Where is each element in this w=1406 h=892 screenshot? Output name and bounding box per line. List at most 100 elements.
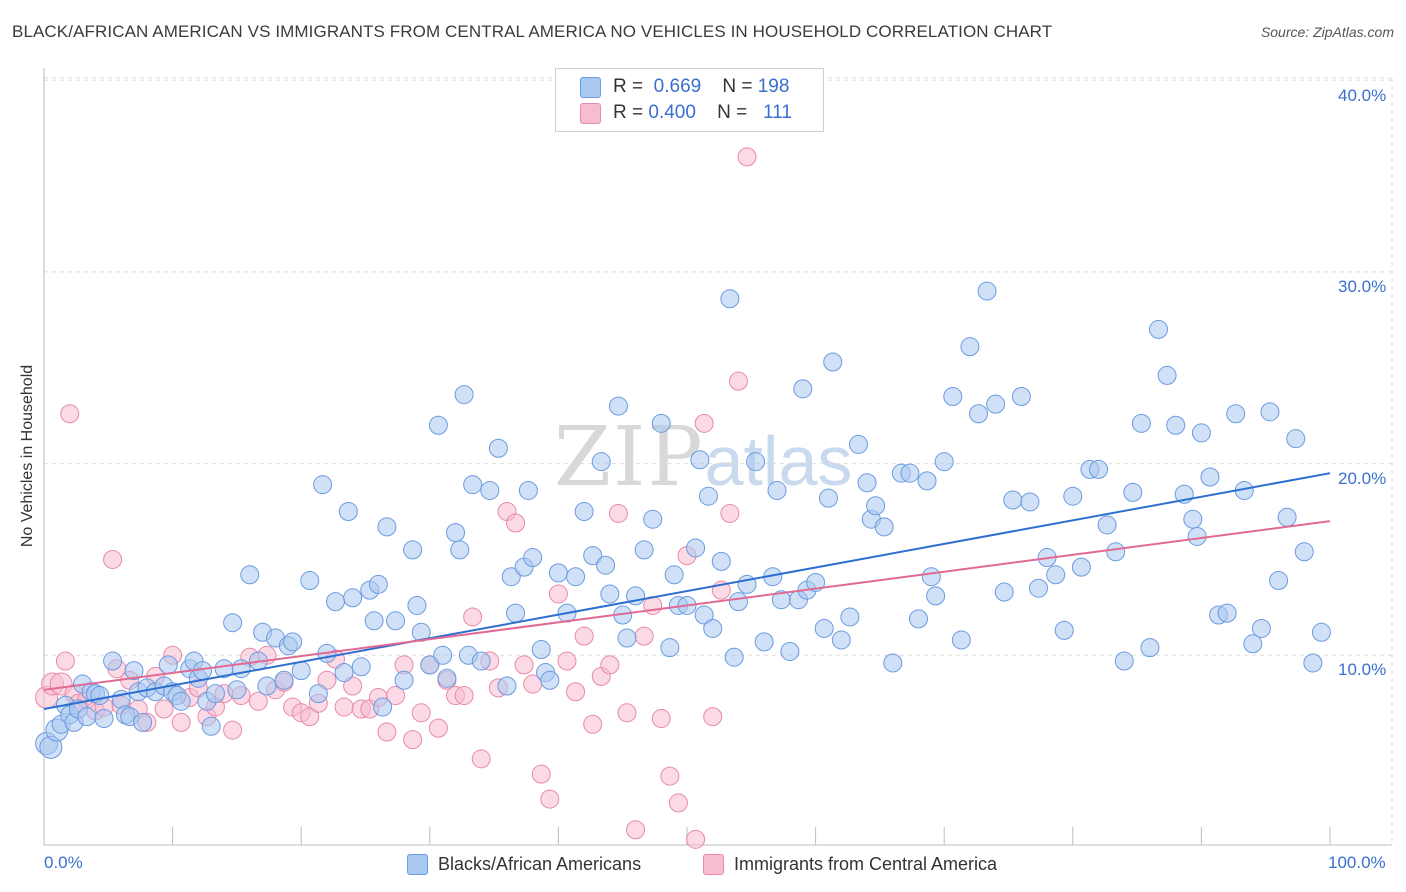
pink-point (411, 703, 431, 723)
x-tick-min: 0.0% (44, 853, 83, 872)
blue-point (325, 592, 345, 612)
blue-trend-line (43, 472, 1331, 710)
blue-point (1071, 557, 1091, 577)
pink-point (377, 722, 397, 742)
blue-point (1106, 542, 1126, 562)
pink-point (566, 682, 586, 702)
blue-point (767, 480, 787, 500)
blue-point (377, 517, 397, 537)
blue-point (428, 415, 448, 435)
pink-point (171, 712, 191, 732)
pink-point (454, 686, 474, 706)
blue-point (583, 546, 603, 566)
blue-point (720, 289, 740, 309)
blue-point (1277, 507, 1297, 527)
trend-lines (43, 472, 1331, 710)
blue-point (313, 475, 333, 495)
blue-point (780, 641, 800, 661)
blue-point (334, 663, 354, 683)
legend-swatch-pink (580, 102, 601, 124)
blue-point (703, 618, 723, 638)
blue-point (900, 463, 920, 483)
blue-point (1114, 651, 1134, 671)
blue-point (291, 661, 311, 681)
y-tick-10: 10.0% (1338, 660, 1387, 679)
pink-point (737, 147, 757, 167)
blue-point (274, 670, 294, 690)
blue-point (994, 582, 1014, 602)
blue-point (501, 567, 521, 587)
blue-point (1063, 486, 1083, 506)
pink-point (334, 697, 354, 717)
blue-point (643, 509, 663, 529)
blue-point (437, 668, 457, 688)
pink-point (386, 686, 406, 706)
blue-point (488, 438, 508, 458)
blue-point (94, 709, 114, 729)
blue-point (814, 618, 834, 638)
blue-point (1097, 515, 1117, 535)
blue-point (506, 603, 526, 623)
blue-point (1303, 653, 1323, 673)
blue-point (857, 473, 877, 493)
pink-point (531, 764, 551, 784)
legend-r-label: R = (613, 76, 644, 97)
legend-r-value: 0.669 (653, 76, 702, 97)
pink-point (428, 718, 448, 738)
pink-point (60, 404, 80, 424)
blue-point (608, 396, 628, 416)
series-blue-points (35, 281, 1331, 759)
blue-point (420, 655, 440, 675)
chart-title: BLACK/AFRICAN AMERICAN VS IMMIGRANTS FRO… (12, 22, 1053, 41)
blue-point (793, 379, 813, 399)
bottom-legend-swatch-pink (703, 853, 724, 875)
blue-point (711, 551, 731, 571)
blue-point (343, 588, 363, 608)
blue-point (574, 502, 594, 522)
y-axis-label: No Vehicles in Household (19, 364, 36, 548)
pink-point (660, 766, 680, 786)
blue-point (724, 647, 744, 667)
blue-point (1140, 638, 1160, 658)
blue-point (1260, 402, 1280, 422)
blue-point (596, 555, 616, 575)
blue-point (1166, 415, 1186, 435)
blue-point (831, 630, 851, 650)
blue-point (90, 686, 110, 706)
blue-point (754, 632, 774, 652)
pink-point (668, 793, 688, 813)
blue-point (1149, 319, 1169, 339)
blue-point (171, 691, 191, 711)
blue-point (205, 684, 225, 704)
blue-point (454, 385, 474, 405)
blue-point (548, 563, 568, 583)
blue-point (728, 592, 748, 612)
blue-point (1286, 429, 1306, 449)
blue-point (690, 450, 710, 470)
pink-point (583, 714, 603, 734)
blue-point (77, 707, 97, 727)
blue-point (926, 586, 946, 606)
blue-point (1011, 387, 1031, 407)
blue-point (1251, 618, 1271, 638)
pink-point (728, 371, 748, 391)
y-tick-20: 20.0% (1338, 469, 1387, 488)
blue-point (566, 567, 586, 587)
blue-point (823, 352, 843, 372)
blue-point (518, 480, 538, 500)
pink-point (600, 655, 620, 675)
blue-point (480, 480, 500, 500)
blue-point (403, 540, 423, 560)
blue-point (960, 337, 980, 357)
source-credit: Source: ZipAtlas.com (1260, 24, 1394, 40)
blue-point (664, 565, 684, 585)
blue-point (1157, 365, 1177, 385)
blue-point (103, 651, 123, 671)
blue-point (986, 394, 1006, 414)
blue-point (883, 653, 903, 673)
blue-point (934, 452, 954, 472)
blue-point (373, 697, 393, 717)
blue-point (1183, 509, 1203, 529)
pink-point (608, 503, 628, 523)
pink-point (506, 513, 526, 533)
